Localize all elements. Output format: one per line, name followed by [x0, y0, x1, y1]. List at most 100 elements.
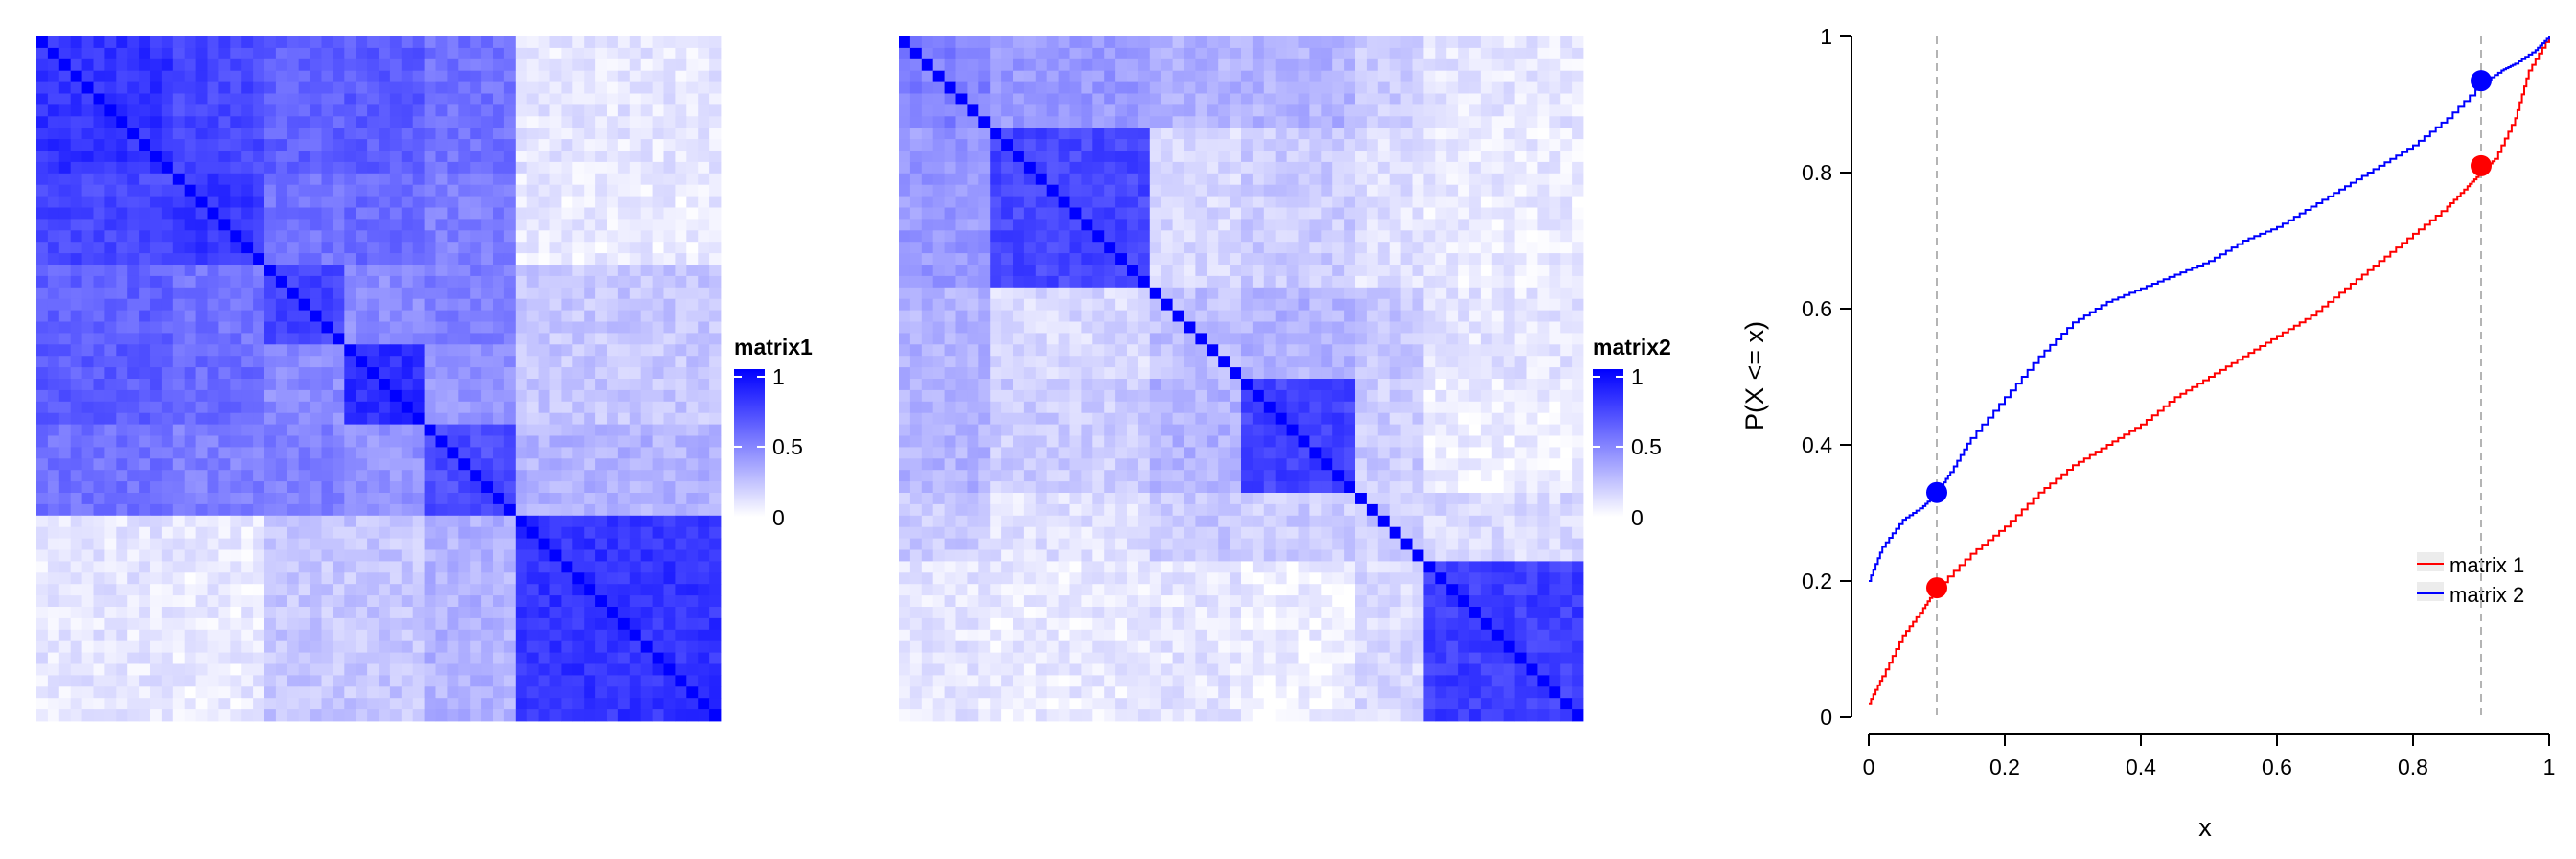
heatmap-cell	[116, 184, 128, 197]
heatmap-cell	[93, 128, 105, 140]
heatmap-cell	[310, 367, 322, 380]
heatmap-cell	[230, 458, 242, 471]
heatmap-cell	[909, 36, 923, 49]
heatmap-cell	[207, 161, 219, 174]
heatmap-cell	[1081, 275, 1093, 289]
heatmap-cell	[1480, 230, 1493, 243]
heatmap-cell	[503, 481, 517, 494]
heatmap-cell	[356, 36, 368, 49]
heatmap-cell	[447, 470, 459, 482]
heatmap-cell	[944, 253, 956, 266]
heatmap-cell	[207, 663, 219, 676]
heatmap-cell	[230, 287, 242, 300]
heatmap-cell	[1309, 242, 1322, 254]
heatmap-cell	[955, 275, 968, 289]
heatmap-cell	[572, 447, 585, 459]
heatmap-cell	[686, 493, 699, 505]
heatmap-cell	[1218, 36, 1230, 49]
heatmap-cell	[607, 207, 619, 220]
heatmap-cell	[617, 367, 631, 380]
heatmap-cell	[538, 503, 550, 517]
heatmap-cell	[367, 321, 380, 334]
heatmap-cell	[675, 93, 687, 105]
heatmap-cell	[104, 47, 117, 60]
heatmap-cell	[698, 196, 710, 208]
heatmap-cell	[389, 36, 402, 49]
heatmap-cell	[503, 379, 517, 391]
heatmap-cell	[287, 538, 300, 550]
heatmap-cell	[379, 458, 391, 471]
heatmap-cell	[652, 652, 664, 664]
heatmap-cell	[1549, 81, 1561, 94]
heatmap-cell	[640, 572, 653, 585]
heatmap-cell	[116, 493, 128, 505]
heatmap-cell	[932, 81, 945, 94]
heatmap-cell	[698, 595, 710, 608]
heatmap-cell	[1001, 70, 1014, 82]
heatmap-cell	[1344, 116, 1356, 128]
heatmap-cell	[412, 572, 425, 585]
heatmap-cell	[1263, 58, 1276, 72]
heatmap-cell	[595, 470, 608, 482]
heatmap-cell	[1070, 230, 1082, 243]
heatmap-cell	[921, 265, 934, 277]
heatmap-cell	[139, 321, 151, 334]
heatmap-cell	[1560, 70, 1573, 82]
heatmap-cell	[1480, 275, 1493, 289]
heatmap-cell	[150, 481, 163, 494]
heatmap-cell	[617, 321, 631, 334]
heatmap-cell	[617, 116, 631, 128]
heatmap-cell	[287, 493, 300, 505]
heatmap-cell	[333, 549, 345, 562]
heatmap-cell	[493, 412, 505, 425]
heatmap-cell	[617, 275, 631, 289]
heatmap-cell	[1514, 139, 1527, 151]
heatmap-cell	[116, 356, 128, 368]
heatmap-cell	[150, 412, 163, 425]
heatmap-cell	[629, 230, 642, 243]
heatmap-cell	[561, 58, 573, 72]
heatmap-cell	[481, 36, 494, 49]
heatmap-cell	[93, 435, 105, 448]
heatmap-cell	[538, 595, 550, 608]
heatmap-cell	[93, 629, 105, 642]
heatmap-cell	[617, 640, 631, 653]
heatmap-cell	[663, 401, 676, 414]
heatmap-cell	[698, 401, 710, 414]
heatmap-cell	[617, 629, 631, 642]
heatmap-cell	[389, 139, 402, 151]
heatmap-cell	[321, 265, 334, 277]
heatmap-cell	[1252, 219, 1265, 231]
heatmap-cell	[1241, 116, 1254, 128]
heatmap-cell	[93, 640, 105, 653]
heatmap-cell	[412, 617, 425, 631]
heatmap-cell	[652, 333, 664, 345]
heatmap-cell	[607, 265, 619, 277]
heatmap-cell	[424, 572, 436, 585]
heatmap-cell	[230, 298, 242, 311]
heatmap-cell	[1332, 196, 1345, 208]
heatmap-cell	[447, 584, 459, 596]
heatmap-cell	[1480, 151, 1493, 163]
heatmap-cell	[230, 184, 242, 197]
heatmap-cell	[1366, 81, 1379, 94]
heatmap-cell	[1423, 184, 1436, 197]
heatmap-cell	[503, 584, 517, 596]
heatmap-cell	[640, 196, 653, 208]
heatmap-cell	[1013, 116, 1025, 128]
heatmap-cell	[127, 412, 140, 425]
heatmap-cell	[447, 617, 459, 631]
heatmap-cell	[698, 310, 710, 322]
heatmap-cell	[686, 538, 699, 550]
heatmap-cell	[1389, 47, 1401, 60]
heatmap-cell	[1104, 275, 1116, 289]
heatmap-cell	[310, 253, 322, 266]
heatmap-cell	[1149, 139, 1162, 151]
heatmap-cell	[1241, 287, 1254, 300]
heatmap-cell	[503, 503, 517, 517]
heatmap-cell	[275, 447, 288, 459]
heatmap-cell	[412, 70, 425, 82]
heatmap-cell	[1446, 47, 1459, 60]
heatmap-cell	[1412, 36, 1424, 49]
heatmap-cell	[572, 287, 585, 300]
